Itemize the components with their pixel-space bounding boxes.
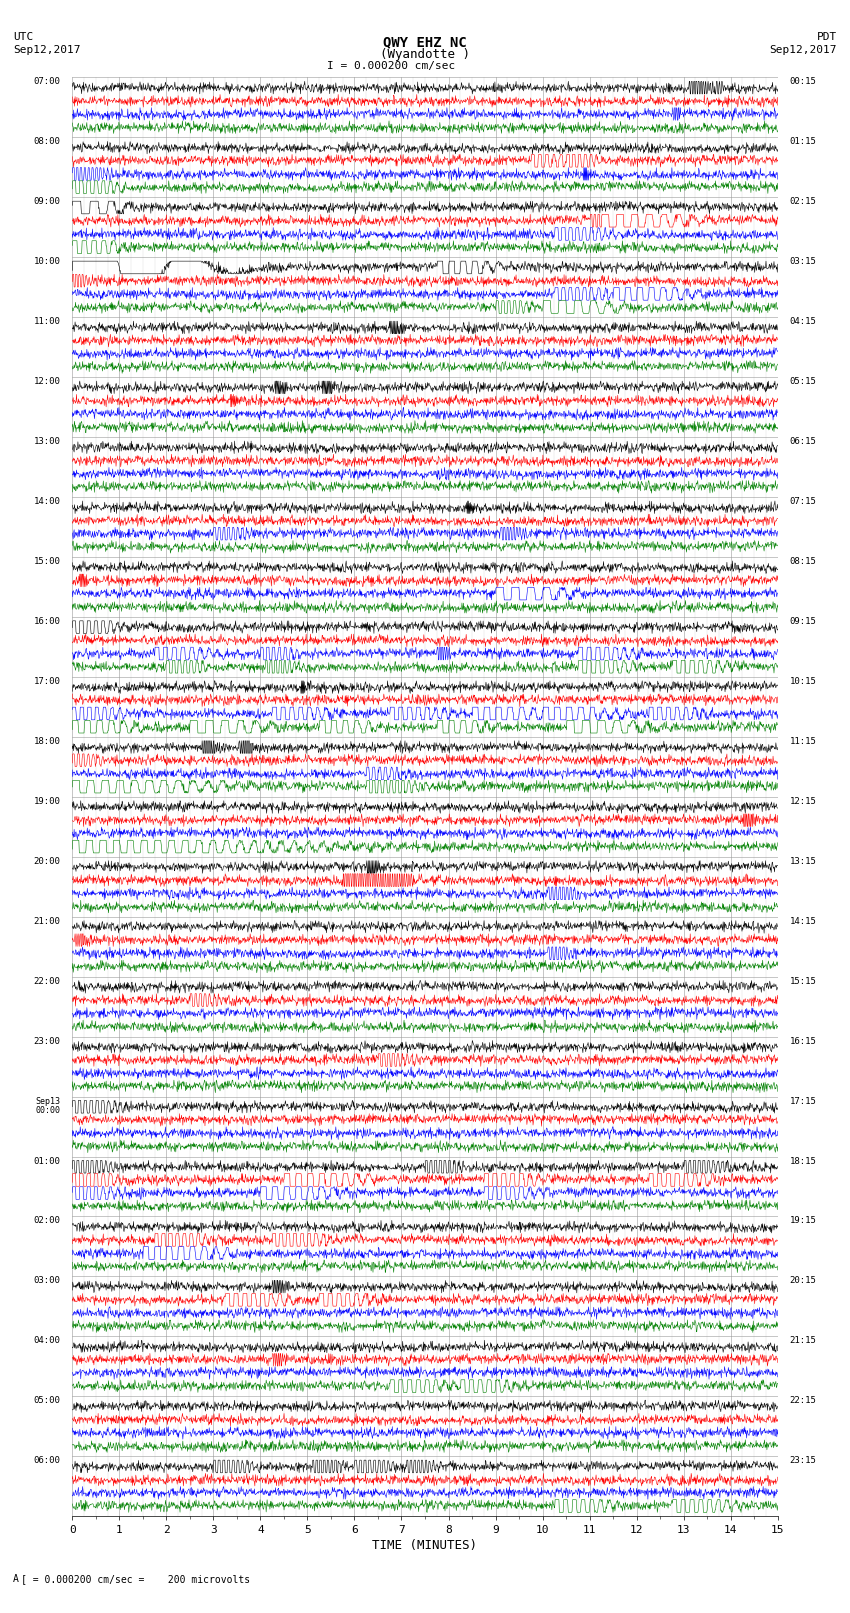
Text: 07:15: 07:15 <box>790 497 816 506</box>
Text: 12:00: 12:00 <box>34 377 60 386</box>
Text: 22:15: 22:15 <box>790 1397 816 1405</box>
Text: 05:00: 05:00 <box>34 1397 60 1405</box>
Text: 03:15: 03:15 <box>790 258 816 266</box>
Text: 09:15: 09:15 <box>790 618 816 626</box>
Text: 00:00: 00:00 <box>36 1105 60 1115</box>
Text: 23:00: 23:00 <box>34 1037 60 1045</box>
Text: 12:15: 12:15 <box>790 797 816 806</box>
Text: 13:15: 13:15 <box>790 857 816 866</box>
Text: 17:15: 17:15 <box>790 1097 816 1105</box>
Text: 10:15: 10:15 <box>790 677 816 686</box>
X-axis label: TIME (MINUTES): TIME (MINUTES) <box>372 1539 478 1552</box>
Text: 22:00: 22:00 <box>34 977 60 986</box>
Text: 02:00: 02:00 <box>34 1216 60 1226</box>
Text: 21:00: 21:00 <box>34 916 60 926</box>
Text: 08:15: 08:15 <box>790 556 816 566</box>
Text: 00:15: 00:15 <box>790 77 816 87</box>
Text: 11:00: 11:00 <box>34 318 60 326</box>
Text: 14:00: 14:00 <box>34 497 60 506</box>
Text: 23:15: 23:15 <box>790 1457 816 1465</box>
Text: A: A <box>13 1574 19 1584</box>
Text: 18:00: 18:00 <box>34 737 60 745</box>
Text: 03:00: 03:00 <box>34 1276 60 1286</box>
Text: 20:00: 20:00 <box>34 857 60 866</box>
Text: 19:00: 19:00 <box>34 797 60 806</box>
Text: 17:00: 17:00 <box>34 677 60 686</box>
Text: Sep12,2017: Sep12,2017 <box>770 45 837 55</box>
Text: PDT: PDT <box>817 32 837 42</box>
Text: 10:00: 10:00 <box>34 258 60 266</box>
Text: 13:00: 13:00 <box>34 437 60 447</box>
Text: UTC: UTC <box>13 32 33 42</box>
Text: 05:15: 05:15 <box>790 377 816 386</box>
Text: 06:00: 06:00 <box>34 1457 60 1465</box>
Text: 18:15: 18:15 <box>790 1157 816 1166</box>
Text: 07:00: 07:00 <box>34 77 60 87</box>
Text: 09:00: 09:00 <box>34 197 60 206</box>
Text: 20:15: 20:15 <box>790 1276 816 1286</box>
Text: Sep13: Sep13 <box>36 1097 60 1105</box>
Text: [ = 0.000200 cm/sec =    200 microvolts: [ = 0.000200 cm/sec = 200 microvolts <box>21 1574 251 1584</box>
Text: (Wyandotte ): (Wyandotte ) <box>380 48 470 61</box>
Text: 16:00: 16:00 <box>34 618 60 626</box>
Text: 01:00: 01:00 <box>34 1157 60 1166</box>
Text: 04:00: 04:00 <box>34 1336 60 1345</box>
Text: 01:15: 01:15 <box>790 137 816 147</box>
Text: 19:15: 19:15 <box>790 1216 816 1226</box>
Text: I = 0.000200 cm/sec: I = 0.000200 cm/sec <box>327 61 455 71</box>
Text: Sep12,2017: Sep12,2017 <box>13 45 80 55</box>
Text: 08:00: 08:00 <box>34 137 60 147</box>
Text: 06:15: 06:15 <box>790 437 816 447</box>
Text: 14:15: 14:15 <box>790 916 816 926</box>
Text: 11:15: 11:15 <box>790 737 816 745</box>
Text: 15:15: 15:15 <box>790 977 816 986</box>
Text: 02:15: 02:15 <box>790 197 816 206</box>
Text: 04:15: 04:15 <box>790 318 816 326</box>
Text: 15:00: 15:00 <box>34 556 60 566</box>
Text: 21:15: 21:15 <box>790 1336 816 1345</box>
Text: QWY EHZ NC: QWY EHZ NC <box>383 35 467 50</box>
Text: 16:15: 16:15 <box>790 1037 816 1045</box>
